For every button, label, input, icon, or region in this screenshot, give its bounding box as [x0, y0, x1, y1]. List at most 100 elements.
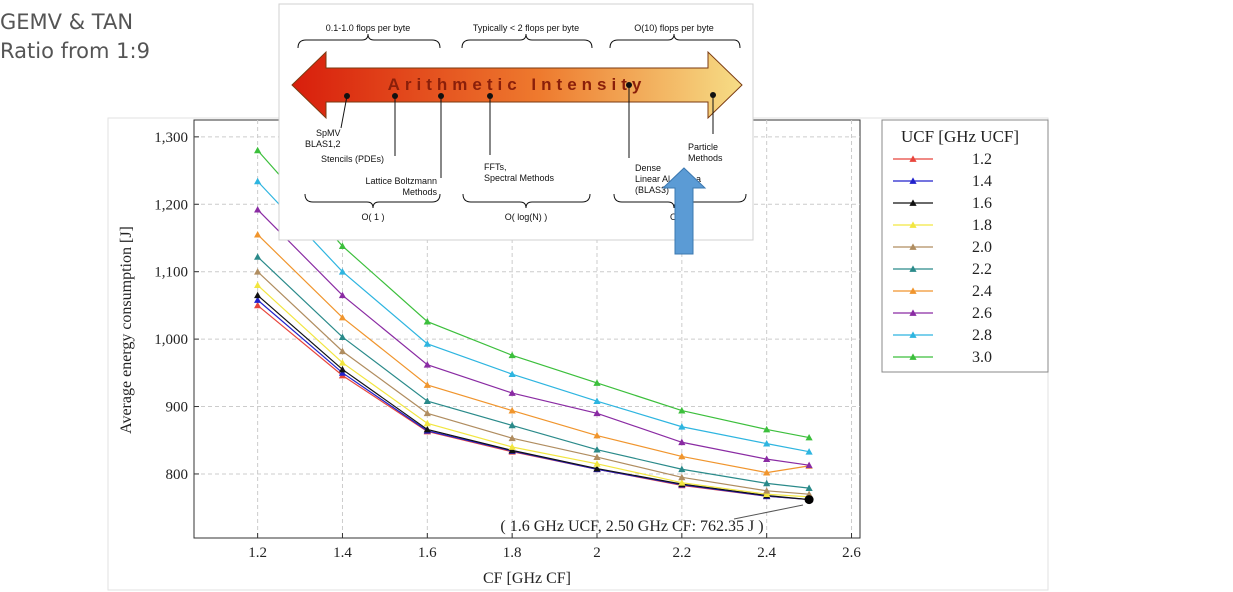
- data-point: [254, 291, 262, 299]
- series-line-ucf-3.0: [257, 149, 810, 439]
- data-point: [423, 409, 431, 417]
- y-tick-label: 1,000: [154, 332, 188, 348]
- x-tick-label: 2.2: [672, 545, 691, 561]
- label-stencils: Stencils (PDEs): [321, 154, 384, 164]
- data-point: [508, 389, 516, 396]
- data-point: [593, 409, 601, 417]
- data-point: [508, 421, 516, 429]
- overlay-panel: [278, 3, 754, 241]
- series-layer: [254, 146, 814, 505]
- x-tick-label: 1.2: [248, 545, 267, 561]
- slide-title-line-1: GEMV & TAN: [0, 10, 134, 34]
- label-order-3: O: [670, 212, 677, 222]
- legend-label: 2.2: [972, 261, 992, 278]
- data-point: [423, 425, 431, 433]
- series-line-ucf-2.6: [257, 209, 810, 466]
- data-point: [678, 479, 686, 486]
- label-spmv-1: SpMV: [316, 128, 341, 138]
- data-point: [508, 370, 516, 378]
- data-point: [338, 242, 347, 249]
- label-ffts-1: FFTs,: [484, 162, 507, 172]
- data-point: [763, 440, 771, 447]
- label-particle-1: Particle: [688, 142, 718, 152]
- legend-swatch-marker: [909, 287, 917, 294]
- legend-box: [881, 119, 1049, 373]
- label-order-1: O( 1 ): [361, 212, 384, 222]
- data-point: [678, 465, 686, 473]
- data-point: [763, 490, 771, 498]
- label-lattice-1: Lattice Boltzmann: [365, 176, 437, 186]
- label-particle-2: Methods: [688, 153, 723, 163]
- data-point: [338, 333, 347, 340]
- label-dense-2b: a: [696, 174, 701, 184]
- arithmetic-intensity-overlay: 0.1-1.0 flops per byte Typically < 2 flo…: [278, 3, 754, 255]
- annotation-pointer: [733, 504, 804, 520]
- data-point: [423, 419, 431, 427]
- label-spmv-2: BLAS1,2: [305, 139, 341, 149]
- legend-swatch-marker: [909, 353, 917, 360]
- data-point: [254, 146, 262, 154]
- data-point: [805, 461, 813, 469]
- series-line-ucf-2.0: [257, 271, 810, 495]
- data-point: [805, 448, 813, 455]
- data-point: [423, 361, 431, 368]
- x-tick-label: 2: [593, 545, 601, 561]
- data-point: [423, 317, 431, 325]
- legend-swatch-marker: [909, 309, 917, 316]
- data-point: [593, 397, 601, 405]
- data-point: [254, 268, 262, 275]
- legend-label: 3.0: [972, 349, 992, 366]
- data-point: [338, 359, 347, 366]
- legend-label: 2.4: [972, 283, 992, 300]
- data-point: [805, 484, 813, 491]
- data-point: [593, 446, 601, 453]
- data-point: [763, 455, 771, 462]
- x-tick-label: 1.6: [418, 545, 437, 561]
- data-point: [508, 434, 516, 442]
- data-point: [763, 469, 771, 476]
- x-tick-label: 2.4: [757, 545, 776, 561]
- brace-bottom-1: [304, 193, 441, 209]
- data-point: [254, 281, 262, 289]
- marker-particle: [710, 92, 716, 98]
- data-point: [338, 313, 347, 321]
- highlight-arrow: [661, 167, 707, 255]
- data-point: [338, 268, 347, 275]
- series-line-ucf-1.6: [257, 294, 810, 501]
- data-point: [338, 347, 347, 355]
- brace-top-2: [461, 33, 593, 49]
- legend-label: 2.8: [972, 327, 992, 344]
- data-point: [593, 379, 601, 386]
- legend-label: 1.6: [972, 195, 992, 212]
- data-point: [338, 369, 347, 376]
- data-point: [338, 365, 347, 373]
- marker-spmv: [344, 93, 350, 99]
- label-dense-1: Dense: [635, 163, 661, 173]
- brace-top-label-2: Typically < 2 flops per byte: [473, 23, 579, 33]
- data-point: [254, 253, 262, 260]
- brace-top-label-3: O(10) flops per byte: [634, 23, 714, 33]
- legend-swatch-marker: [909, 155, 917, 162]
- data-point: [593, 464, 601, 472]
- legend-label: 1.2: [972, 151, 992, 168]
- x-tick-label: 1.8: [503, 545, 522, 561]
- arrow-label: Arithmetic Intensity: [388, 75, 647, 94]
- label-ffts-2: Spectral Methods: [484, 173, 555, 183]
- brace-top-1: [297, 33, 441, 49]
- y-tick-label: 1,100: [154, 265, 188, 281]
- data-point: [254, 177, 262, 185]
- data-point: [254, 231, 262, 238]
- data-point: [423, 340, 431, 347]
- data-point: [763, 487, 771, 494]
- label-dense-2: Linear Al: [635, 174, 670, 184]
- legend-swatch-marker: [909, 199, 917, 206]
- data-point: [678, 473, 686, 481]
- data-point: [593, 431, 601, 439]
- marker-stencils: [392, 93, 398, 99]
- x-axis-label: CF [GHz CF]: [483, 570, 571, 587]
- slide-title-line-2: Ratio from 1:9: [0, 39, 150, 63]
- legend-label: 1.8: [972, 217, 992, 234]
- data-point: [254, 206, 262, 213]
- data-point: [805, 433, 813, 441]
